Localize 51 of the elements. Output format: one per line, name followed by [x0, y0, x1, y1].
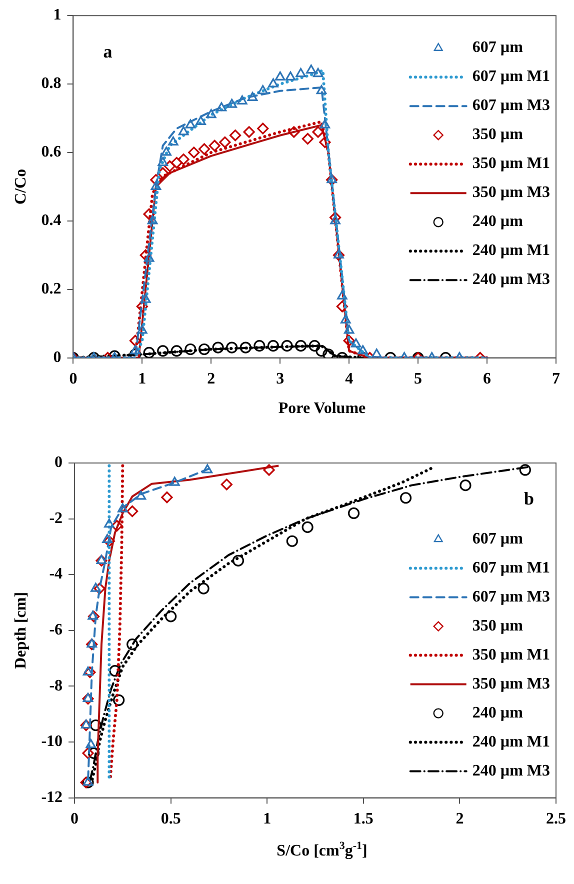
legend-label: 607 µm: [472, 530, 524, 548]
legend-label: 350 µm M3: [472, 675, 550, 692]
x-tick-label: 6: [483, 370, 492, 388]
legend-label: 350 µm M3: [472, 184, 550, 202]
y-tick-label: -10: [41, 733, 63, 750]
y-axis-title: Depth [cm]: [12, 592, 30, 669]
x-tick-label: 1: [263, 810, 272, 828]
legend-label: 350 µm M1: [472, 155, 550, 172]
legend-label: 607 µm: [472, 39, 524, 56]
legend-label: 350 µm: [472, 617, 524, 634]
legend-label: 240 µm: [472, 213, 524, 230]
x-tick-label: 7: [552, 370, 560, 388]
legend-label: 240 µm M3: [472, 762, 550, 780]
legend-label: 240 µm: [472, 704, 524, 722]
x-tick-label: 0: [69, 370, 78, 388]
x-axis-title: Pore Volume: [277, 400, 367, 418]
y-tick-label: -6: [49, 622, 63, 639]
annotation: a: [103, 41, 112, 62]
x-tick-label: 0: [70, 810, 79, 828]
y-tick-label: 0.2: [41, 280, 62, 298]
x-tick-label: 2.5: [546, 810, 566, 828]
legend-label: 240 µm M1: [472, 733, 550, 750]
legend-label: 607 µm M1: [472, 68, 550, 86]
y-tick-label: -8: [49, 677, 63, 694]
legend-label: 607 µm M3: [472, 97, 550, 114]
y-tick-label: -2: [49, 510, 63, 527]
y-tick-label: 1: [53, 6, 62, 24]
x-tick-label: 2: [456, 810, 464, 828]
y-tick-label: 0: [54, 454, 63, 472]
legend-label: 607 µm M1: [472, 559, 550, 576]
x-tick-label: 1: [138, 370, 146, 388]
legend-label: 350 µm M1: [472, 646, 550, 664]
y-tick-label: 0.8: [41, 75, 62, 92]
y-tick-label: -12: [41, 788, 63, 806]
legend-label: 240 µm M3: [472, 271, 550, 288]
legend-label: 240 µm M1: [472, 242, 550, 260]
annotation: b: [524, 488, 534, 509]
legend-label: 350 µm: [472, 126, 524, 144]
y-tick-label: 0: [53, 348, 62, 366]
x-tick-label: 0.5: [160, 810, 181, 828]
x-axis-title: S/Co [cm$^{3}$g$^{-1}$]: [276, 840, 368, 860]
y-tick-label: 0.4: [41, 212, 62, 230]
x-tick-label: 3: [276, 370, 284, 388]
x-tick-label: 5: [414, 370, 422, 388]
x-tick-label: 1.5: [353, 810, 374, 828]
x-tick-label: 2: [207, 370, 216, 388]
y-tick-label: -4: [49, 566, 63, 583]
legend-label: 607 µm M3: [472, 588, 550, 606]
y-axis-title: C/Co: [12, 168, 30, 204]
y-tick-label: 0.6: [41, 144, 62, 161]
x-tick-label: 4: [345, 370, 354, 388]
